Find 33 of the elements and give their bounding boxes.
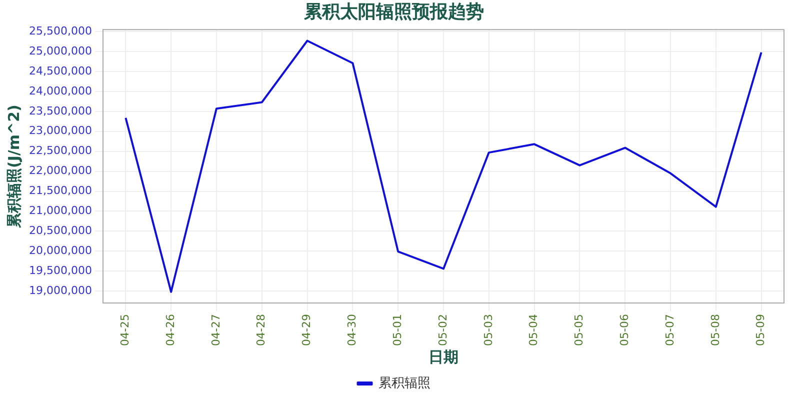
y-tick-label: 25,000,000 — [28, 44, 92, 58]
x-tick-label: 05-06 — [618, 314, 631, 346]
y-tick-label: 20,000,000 — [28, 244, 92, 258]
y-tick-label: 21,500,000 — [28, 184, 92, 198]
y-tick-label: 24,000,000 — [28, 84, 92, 98]
x-tick-label: 05-04 — [527, 314, 540, 346]
x-tick-label: 04-28 — [254, 314, 268, 346]
y-tick-label: 22,500,000 — [28, 144, 92, 158]
x-tick-label: 05-01 — [390, 314, 404, 346]
y-tick-label: 19,500,000 — [28, 264, 92, 277]
y-tick-label: 23,500,000 — [28, 104, 92, 118]
y-tick-label: 22,000,000 — [28, 164, 92, 178]
x-tick-label: 04-25 — [118, 314, 132, 346]
y-tick-label: 24,500,000 — [28, 64, 92, 78]
y-tick-label: 21,000,000 — [28, 204, 92, 218]
x-tick-label: 04-27 — [209, 314, 222, 346]
x-axis-title: 日期 — [428, 348, 458, 366]
x-tick-label: 05-02 — [436, 314, 450, 346]
y-tick-label: 23,000,000 — [28, 124, 92, 138]
y-tick-label: 19,000,000 — [28, 284, 92, 297]
x-tick-label: 05-03 — [482, 314, 495, 346]
x-tick-label: 05-08 — [708, 314, 722, 346]
x-tick-label: 05-07 — [663, 314, 676, 346]
x-tick-label: 04-30 — [346, 314, 359, 346]
legend-label: 累积辐照 — [378, 376, 430, 391]
chart-title: 累积太阳辐照预报趋势 — [303, 1, 484, 22]
x-tick-label: 04-29 — [300, 314, 314, 346]
y-tick-label: 25,500,000 — [28, 24, 92, 38]
x-tick-label: 05-09 — [754, 314, 768, 346]
y-axis-title: 累积辐照(J/m^2) — [4, 104, 23, 230]
x-tick-label: 04-26 — [164, 314, 177, 346]
y-tick-label: 20,500,000 — [28, 224, 92, 238]
x-tick-label: 05-05 — [572, 314, 586, 346]
